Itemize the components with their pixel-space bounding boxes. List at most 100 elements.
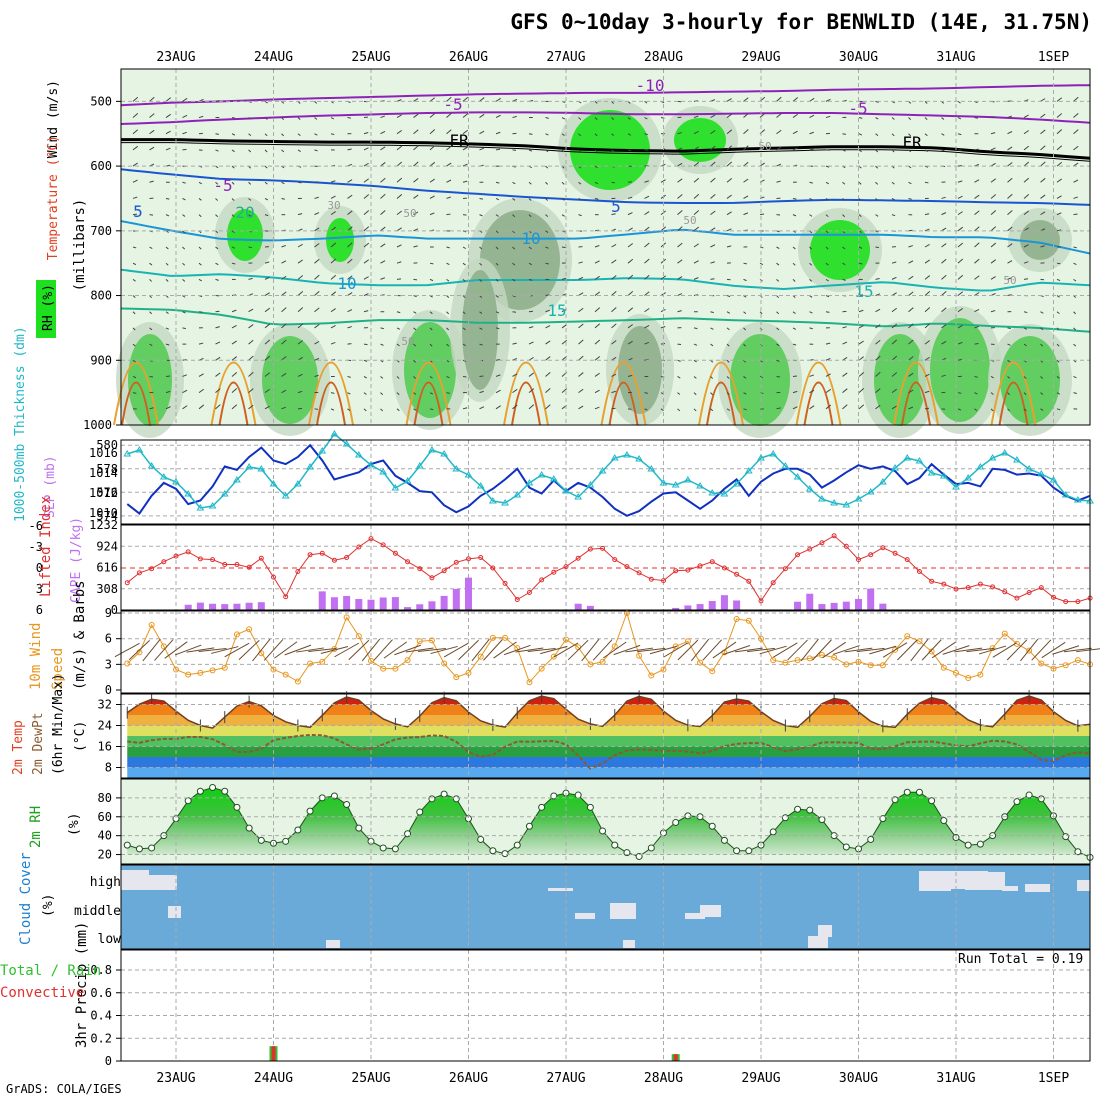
wind-barb <box>182 295 186 298</box>
surface-wind-barb <box>723 645 751 655</box>
rh-point <box>915 788 923 796</box>
wind-barb <box>644 117 648 120</box>
wind-barb <box>776 180 781 183</box>
wind-barb <box>1040 211 1046 216</box>
lifted-index-point <box>197 556 203 562</box>
wind-barb <box>248 355 254 361</box>
wind-barb <box>990 392 994 395</box>
wind-barb <box>792 279 796 282</box>
wind-barb <box>1056 212 1062 216</box>
wind-barb <box>809 198 813 201</box>
wind-barb <box>380 115 385 119</box>
surface-wind-barb <box>625 647 654 653</box>
wind-barb <box>710 145 716 151</box>
cape-axis-label: CAPE (J/kg) <box>69 517 84 603</box>
wind-barb <box>825 404 832 410</box>
wind-barb <box>198 115 204 119</box>
wind-barb <box>809 278 813 282</box>
wind-barb <box>743 392 747 395</box>
wind-barb <box>842 404 848 410</box>
wind-barb <box>974 392 978 395</box>
surface-wind-barb <box>1041 641 1066 659</box>
wind-barb <box>908 356 914 361</box>
wind-barb <box>1040 113 1046 118</box>
wind-barb <box>446 311 450 315</box>
wind-barb <box>363 408 367 412</box>
wind-barb <box>1023 130 1029 135</box>
wind-barb <box>842 133 847 135</box>
isotherm-25 <box>990 361 1037 426</box>
date-label-bottom: 26AUG <box>449 1071 488 1086</box>
wind-barb <box>1073 145 1079 151</box>
cape-bar <box>720 595 728 610</box>
wind-barb <box>825 230 829 234</box>
wind-barb <box>545 230 549 233</box>
wind-barb <box>693 210 700 216</box>
date-label-bottom: 31AUG <box>936 1071 975 1086</box>
wind-barb <box>578 181 582 185</box>
wind-barb <box>512 246 516 250</box>
wind-barb <box>413 98 419 102</box>
wind-barb <box>1007 359 1011 363</box>
wind-tick-label: 9 <box>105 606 112 620</box>
wind-barb <box>974 100 978 104</box>
upper-air-frame <box>120 68 1091 426</box>
wind-barb <box>281 406 287 410</box>
wind-barb <box>248 308 254 313</box>
lifted-index-point <box>624 564 630 570</box>
surface-wind-barb <box>1052 645 1080 655</box>
lifted-index-point <box>990 584 996 590</box>
wind-speed-point <box>953 669 959 676</box>
slp-point <box>891 464 899 471</box>
temp-band <box>127 696 1090 705</box>
lifted-index-point <box>916 569 922 574</box>
cape-bar <box>684 605 692 610</box>
wind-barb <box>776 262 780 266</box>
slp-tick-label: 1014 <box>89 466 118 480</box>
rh-point <box>708 822 716 830</box>
wind-barb <box>842 262 846 266</box>
wind-speed-point <box>733 616 740 623</box>
rh-point <box>282 837 290 845</box>
wind-barb <box>314 149 318 152</box>
wind-barb <box>132 375 137 379</box>
surface-wind-barb <box>114 642 140 658</box>
wind-barb <box>512 342 517 345</box>
wind-barb <box>875 181 879 185</box>
wind-speed-point <box>1026 647 1033 654</box>
temp-tick-label: 24 <box>98 719 112 733</box>
wind-barb <box>974 275 980 280</box>
wind-barb <box>974 375 978 378</box>
wind-barb <box>132 162 138 167</box>
wind-barb <box>182 114 188 118</box>
wind-barb <box>512 388 518 394</box>
wind-barb <box>396 327 401 330</box>
pressure-tick-label: 900 <box>90 353 112 367</box>
wind-barb <box>495 359 501 361</box>
wind-barb <box>578 117 582 120</box>
wind-barb <box>396 130 402 135</box>
rh-point <box>209 784 217 791</box>
cape-bar <box>842 601 850 610</box>
wind-barb <box>561 277 567 280</box>
wind-barb <box>644 274 650 280</box>
wind-barb <box>413 113 419 118</box>
lifted-index-point <box>758 598 764 604</box>
wind-barb <box>165 406 171 410</box>
wind-barb <box>264 133 268 137</box>
wind-barb <box>330 180 336 183</box>
wind-barb <box>149 278 153 282</box>
contour-label: 15 <box>547 301 566 320</box>
wind-barb <box>1073 162 1079 167</box>
wind-barb <box>842 278 846 281</box>
wind-barb <box>297 323 304 329</box>
wind-barb <box>809 131 814 135</box>
precip-frame <box>120 949 1091 1062</box>
surface-wind-barb <box>931 641 956 659</box>
wind-barb <box>495 131 501 135</box>
wind-barb <box>792 327 797 330</box>
wind-speed-point <box>782 659 789 666</box>
cape-bar <box>257 602 265 610</box>
slp-point <box>818 495 826 502</box>
